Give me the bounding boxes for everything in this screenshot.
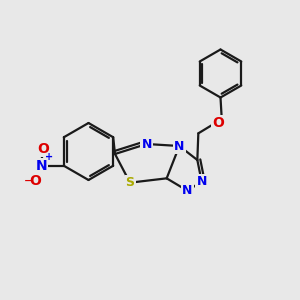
- Text: N: N: [174, 140, 184, 152]
- Text: O: O: [212, 116, 224, 130]
- Text: N: N: [182, 184, 193, 197]
- Text: +: +: [45, 152, 53, 162]
- Text: N: N: [196, 175, 207, 188]
- Text: O: O: [29, 174, 41, 188]
- Text: S: S: [125, 176, 134, 189]
- Text: −: −: [24, 176, 33, 186]
- Text: O: O: [37, 142, 49, 156]
- Text: N: N: [142, 137, 152, 151]
- Text: N: N: [35, 159, 47, 173]
